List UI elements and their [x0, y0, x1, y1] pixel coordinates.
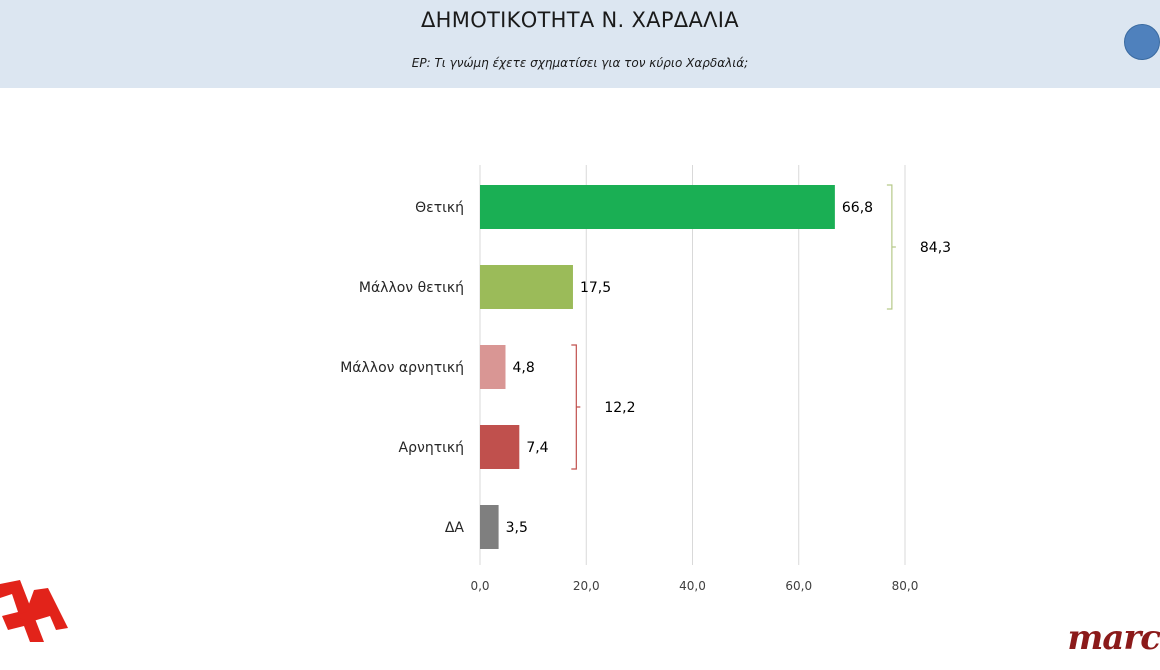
- group-total-label: 12,2: [604, 400, 635, 416]
- x-tick-label: 80,0: [892, 579, 919, 593]
- x-tick-label: 40,0: [679, 579, 706, 593]
- category-label: Θετική: [415, 200, 464, 216]
- bar: [480, 425, 520, 469]
- chart-subtitle: ΕΡ: Τι γνώμη έχετε σχηματίσει για τον κύ…: [411, 56, 749, 70]
- category-label: Μάλλον θετική: [359, 280, 464, 296]
- marc-logo: marc: [1067, 618, 1160, 658]
- value-label: 3,5: [506, 520, 528, 536]
- x-tick-label: 20,0: [573, 579, 600, 593]
- x-tick-label: 60,0: [785, 579, 812, 593]
- value-label: 7,4: [526, 440, 548, 456]
- bar: [480, 345, 506, 389]
- bar: [480, 265, 573, 309]
- alpha-logo: [0, 576, 80, 650]
- group-total-label: 84,3: [920, 240, 951, 256]
- bar: [480, 505, 499, 549]
- category-label: Αρνητική: [399, 440, 464, 456]
- value-label: 4,8: [513, 360, 535, 376]
- group-bracket: [886, 184, 896, 310]
- header-band: ΔΗΜΟΤΙΚΟΤΗΤΑ Ν. ΧΑΡΔΑΛΙΑ ΕΡ: Τι γνώμη έχ…: [0, 0, 1160, 88]
- value-label: 66,8: [842, 200, 873, 216]
- value-label: 17,5: [580, 280, 611, 296]
- category-label: ΔΑ: [445, 520, 465, 536]
- x-tick-label: 0,0: [470, 579, 489, 593]
- group-bracket: [571, 344, 581, 470]
- bar: [480, 185, 835, 229]
- chart-title: ΔΗΜΟΤΙΚΟΤΗΤΑ Ν. ΧΑΡΔΑΛΙΑ: [421, 8, 739, 32]
- category-label: Μάλλον αρνητική: [340, 360, 464, 376]
